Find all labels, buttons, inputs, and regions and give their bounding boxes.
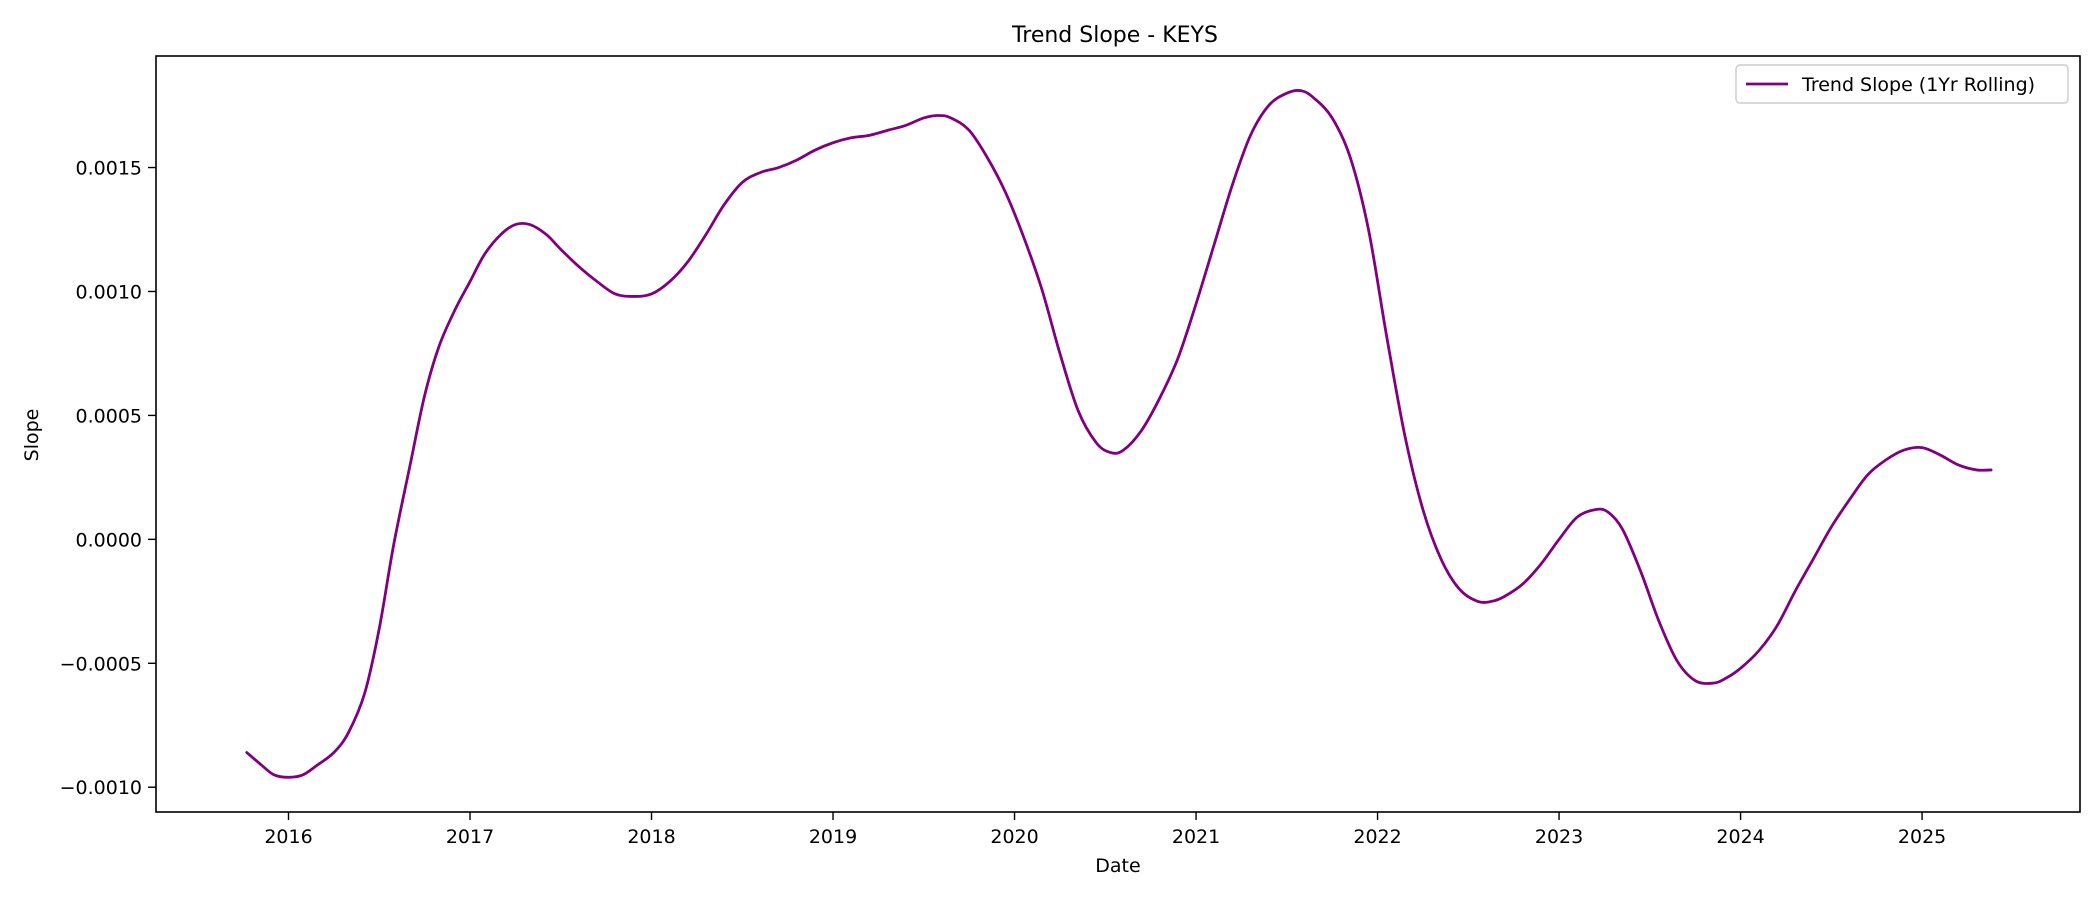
y-tick-label: 0.0005 (76, 405, 142, 427)
legend-label: Trend Slope (1Yr Rolling) (1801, 74, 2035, 96)
chart-title: Trend Slope - KEYS (1011, 23, 1218, 48)
x-tick-label: 2017 (446, 826, 494, 848)
x-tick-label: 2018 (627, 826, 675, 848)
x-tick-label: 2021 (1172, 826, 1220, 848)
x-tick-label: 2025 (1898, 826, 1946, 848)
y-axis-label: Slope (21, 409, 43, 462)
x-axis-label: Date (1095, 855, 1140, 877)
x-tick-label: 2022 (1353, 826, 1401, 848)
x-tick-label: 2023 (1535, 826, 1583, 848)
x-tick-label: 2019 (809, 826, 857, 848)
x-tick-label: 2024 (1716, 826, 1764, 848)
y-tick-label: 0.0010 (76, 281, 142, 303)
axes-frame (155, 55, 2081, 813)
y-tick-label: −0.0010 (60, 777, 142, 799)
y-tick-label: −0.0005 (60, 653, 142, 675)
x-tick-label: 2016 (264, 826, 312, 848)
legend: Trend Slope (1Yr Rolling) (1735, 64, 2069, 104)
series-line-trend-slope (245, 88, 1993, 779)
x-tick-label: 2020 (990, 826, 1038, 848)
x-axis-ticks: 2016 2017 2018 2019 2020 2021 2022 2023 2024 2025 (264, 812, 1946, 848)
series-layer (245, 88, 1993, 779)
legend-box (1735, 64, 2069, 104)
y-tick-label: 0.0015 (76, 158, 142, 180)
plot-area: 2016 2017 2018 2019 2020 2021 2022 2023 2024 2025… (60, 55, 2081, 848)
y-tick-label: 0.0000 (76, 529, 142, 551)
y-axis-ticks: −0.0010 −0.0005 0.0000 0.0005 0.0010 0.0015 (60, 158, 156, 799)
